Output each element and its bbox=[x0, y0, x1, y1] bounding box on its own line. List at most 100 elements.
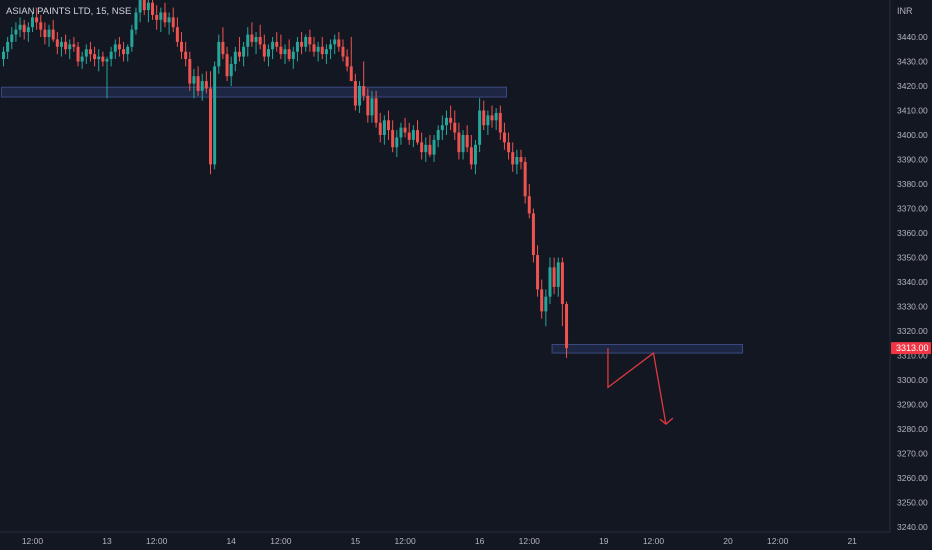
candle-body bbox=[18, 24, 22, 30]
candle-body bbox=[341, 46, 345, 57]
candle bbox=[130, 24, 134, 52]
candle bbox=[122, 41, 126, 62]
candle-body bbox=[478, 110, 482, 145]
price-tick-label: 3350.00 bbox=[897, 253, 928, 263]
candle bbox=[295, 37, 299, 62]
candle bbox=[411, 125, 415, 148]
candle-body bbox=[155, 14, 159, 20]
candle bbox=[233, 46, 237, 72]
time-tick-label: 12:00 bbox=[394, 536, 416, 546]
candle-body bbox=[519, 157, 523, 162]
candle-body bbox=[511, 152, 515, 165]
projection-arrowhead bbox=[659, 417, 674, 425]
time-tick-label: 12:00 bbox=[519, 536, 541, 546]
candle-body bbox=[84, 49, 88, 57]
candle-body bbox=[424, 144, 428, 153]
candle-body bbox=[374, 98, 378, 123]
candle-body bbox=[113, 44, 117, 52]
candle-body bbox=[55, 39, 59, 47]
candle-body bbox=[93, 54, 97, 60]
candle-body bbox=[552, 267, 556, 287]
candle-body bbox=[416, 130, 419, 143]
candle bbox=[478, 98, 482, 153]
candle-body bbox=[329, 44, 333, 50]
candle bbox=[552, 257, 556, 295]
candle-body bbox=[287, 49, 291, 60]
candle-body bbox=[39, 22, 43, 30]
candle bbox=[209, 71, 212, 175]
candle-body bbox=[507, 142, 511, 153]
candle-body bbox=[560, 262, 564, 305]
candle bbox=[167, 12, 171, 35]
candle bbox=[515, 149, 519, 175]
candle bbox=[420, 132, 424, 160]
time-tick-label: 20 bbox=[723, 536, 733, 546]
candle bbox=[502, 122, 506, 150]
candle-body bbox=[258, 37, 262, 45]
candle bbox=[72, 37, 76, 52]
candle-body bbox=[142, 0, 146, 11]
candle-body bbox=[565, 304, 569, 349]
time-tick-label: 21 bbox=[847, 536, 857, 546]
candle-body bbox=[254, 37, 258, 42]
candles-layer bbox=[2, 0, 569, 358]
candle bbox=[88, 41, 92, 62]
time-tick-label: 15 bbox=[351, 536, 361, 546]
candle-body bbox=[68, 44, 72, 50]
candle bbox=[105, 56, 109, 99]
candle-body bbox=[200, 81, 204, 91]
candle-body bbox=[283, 49, 287, 55]
candle-body bbox=[196, 76, 200, 91]
zone-2 bbox=[551, 343, 743, 354]
candle bbox=[22, 19, 26, 40]
candle bbox=[43, 22, 47, 45]
candle-body bbox=[486, 115, 490, 126]
candle-body bbox=[399, 127, 403, 138]
symbol-title[interactable]: ASIAN PAINTS LTD, 15, NSE bbox=[6, 6, 131, 17]
candle bbox=[159, 7, 163, 33]
candle-body bbox=[391, 130, 395, 148]
price-tick-label: 3420.00 bbox=[897, 81, 928, 91]
candle bbox=[407, 122, 411, 145]
candle bbox=[213, 61, 217, 170]
time-axis[interactable]: 12:00 13 12:00 14 12:00 15 12:00 16 12:00 19 12:00… bbox=[0, 531, 890, 546]
price-axis[interactable]: 3240.00 3250.00 3260.00 3270.00 3280.00 3290.… bbox=[889, 0, 928, 532]
candle-body bbox=[378, 122, 382, 135]
candle bbox=[519, 149, 523, 170]
candle-body bbox=[217, 41, 221, 67]
candle bbox=[171, 7, 175, 33]
candle bbox=[18, 17, 22, 37]
price-tick-label: 3430.00 bbox=[897, 57, 928, 67]
candle-body bbox=[14, 29, 18, 35]
candle bbox=[229, 56, 233, 86]
candle bbox=[366, 88, 370, 123]
candle bbox=[387, 110, 391, 140]
candle-body bbox=[229, 63, 233, 77]
candle-body bbox=[266, 49, 270, 57]
candle bbox=[449, 105, 453, 131]
candle-body bbox=[151, 2, 155, 15]
candle bbox=[494, 108, 498, 131]
candle bbox=[341, 39, 345, 62]
candle-body bbox=[345, 56, 349, 67]
candle-body bbox=[64, 41, 68, 50]
candle bbox=[440, 115, 444, 140]
candle-body bbox=[138, 0, 142, 13]
candle bbox=[184, 41, 188, 67]
candle-body bbox=[242, 46, 246, 57]
candle bbox=[55, 32, 59, 55]
candle-body bbox=[72, 44, 76, 47]
price-tick-label: 3310.00 bbox=[897, 351, 928, 361]
candle-body bbox=[130, 29, 134, 47]
last-price-badge: 3313.00 bbox=[891, 342, 931, 355]
candle-body bbox=[358, 86, 362, 106]
last-price-badge-bg bbox=[891, 342, 931, 355]
projection-line bbox=[607, 348, 667, 425]
candle bbox=[403, 117, 407, 138]
candle bbox=[391, 120, 395, 153]
price-tick-label: 3360.00 bbox=[897, 228, 928, 238]
candle bbox=[196, 66, 200, 96]
candle bbox=[151, 0, 155, 20]
candle bbox=[378, 112, 382, 143]
